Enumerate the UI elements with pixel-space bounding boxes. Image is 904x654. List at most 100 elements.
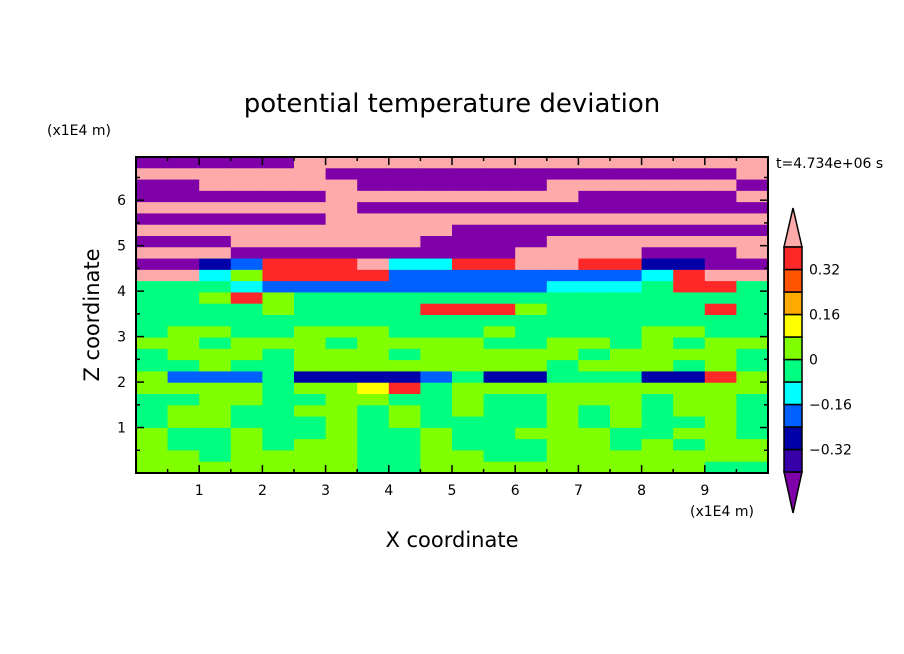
heatmap-cell <box>230 179 263 192</box>
heatmap-cell <box>136 168 169 181</box>
heatmap-cell <box>736 326 769 339</box>
heatmap-cell <box>420 179 453 192</box>
heatmap-cell <box>199 190 232 203</box>
heatmap-cell <box>704 213 737 226</box>
colorbar-swatch <box>783 291 803 316</box>
heatmap-cell <box>515 348 548 361</box>
heatmap-cell <box>515 439 548 452</box>
heatmap-cell <box>262 269 295 282</box>
heatmap-cell <box>199 247 232 260</box>
time-label: t=4.734e+06 s <box>776 156 883 172</box>
heatmap-cell <box>641 258 674 271</box>
heatmap-cell <box>294 416 327 429</box>
heatmap-cell <box>325 190 358 203</box>
heatmap-cell <box>357 157 390 169</box>
heatmap-cell <box>262 326 295 339</box>
heatmap-cell <box>515 360 548 373</box>
heatmap-cell <box>736 258 769 271</box>
heatmap-cell <box>262 371 295 384</box>
heatmap-cell <box>388 236 421 248</box>
heatmap-cells <box>136 157 769 474</box>
heatmap-cell <box>546 157 579 169</box>
y-tick-label: 3 <box>117 330 126 346</box>
heatmap-cell <box>167 292 200 305</box>
heatmap-cell <box>420 157 453 169</box>
heatmap-cell <box>136 247 169 260</box>
heatmap-cell <box>578 258 611 271</box>
heatmap-cell <box>136 258 169 271</box>
heatmap-cell <box>736 450 769 463</box>
heatmap-cell <box>610 337 643 350</box>
heatmap-cell <box>136 416 169 429</box>
heatmap-cell <box>262 292 295 305</box>
heatmap-cell <box>452 258 485 271</box>
heatmap-cell <box>420 394 453 406</box>
heatmap-cell <box>704 461 737 474</box>
heatmap-cell <box>610 326 643 339</box>
heatmap-cell <box>673 337 706 350</box>
heatmap-cell <box>578 303 611 316</box>
heatmap-cell <box>262 382 295 395</box>
heatmap-cell <box>546 236 579 248</box>
heatmap-cell <box>167 326 200 339</box>
heatmap-cell <box>230 281 263 294</box>
heatmap-cell <box>294 371 327 384</box>
heatmap-cell <box>294 337 327 350</box>
heatmap-cell <box>294 281 327 294</box>
heatmap-cell <box>230 303 263 316</box>
heatmap-cell <box>736 371 769 384</box>
heatmap-cell <box>325 394 358 406</box>
heatmap-cell <box>578 269 611 282</box>
heatmap-cell <box>515 292 548 305</box>
heatmap-cell <box>578 416 611 429</box>
heatmap-cell <box>578 315 611 327</box>
heatmap-cell <box>199 427 232 440</box>
heatmap-cell <box>357 269 390 282</box>
heatmap-cell <box>546 292 579 305</box>
heatmap-cell <box>610 157 643 169</box>
colorbar-swatch <box>783 313 803 338</box>
heatmap-cell <box>294 405 327 418</box>
heatmap-cell <box>641 190 674 203</box>
heatmap-cell <box>641 202 674 215</box>
heatmap-cell <box>673 202 706 215</box>
heatmap-cell <box>578 405 611 418</box>
heatmap-cell <box>641 281 674 294</box>
heatmap-cell <box>357 439 390 452</box>
heatmap-cell <box>388 326 421 339</box>
heatmap-cell <box>199 461 232 474</box>
heatmap-cell <box>483 224 516 237</box>
heatmap-cell <box>515 394 548 406</box>
heatmap-cell <box>515 382 548 395</box>
heatmap-cell <box>420 450 453 463</box>
heatmap-cell <box>167 394 200 406</box>
heatmap-cell <box>167 461 200 474</box>
heatmap-cell <box>578 202 611 215</box>
heatmap-cell <box>641 168 674 181</box>
heatmap-cell <box>167 236 200 248</box>
heatmap-cell <box>230 202 263 215</box>
heatmap-cell <box>483 382 516 395</box>
heatmap-cell <box>673 157 706 169</box>
heatmap-cell <box>546 168 579 181</box>
heatmap-cell <box>167 168 200 181</box>
heatmap-cell <box>136 303 169 316</box>
heatmap-cell <box>452 168 485 181</box>
heatmap-cell <box>357 461 390 474</box>
heatmap-cell <box>641 292 674 305</box>
heatmap-cell <box>546 427 579 440</box>
heatmap-cell <box>641 269 674 282</box>
heatmap-cell <box>610 315 643 327</box>
heatmap-cell <box>136 179 169 192</box>
heatmap-cell <box>388 371 421 384</box>
heatmap-cell <box>199 326 232 339</box>
heatmap-cell <box>167 190 200 203</box>
heatmap-cell <box>199 371 232 384</box>
heatmap-cell <box>673 326 706 339</box>
heatmap-cell <box>515 337 548 350</box>
heatmap-cell <box>420 326 453 339</box>
heatmap-cell <box>199 281 232 294</box>
heatmap-cell <box>452 157 485 169</box>
heatmap-cell <box>483 303 516 316</box>
heatmap-cell <box>420 416 453 429</box>
